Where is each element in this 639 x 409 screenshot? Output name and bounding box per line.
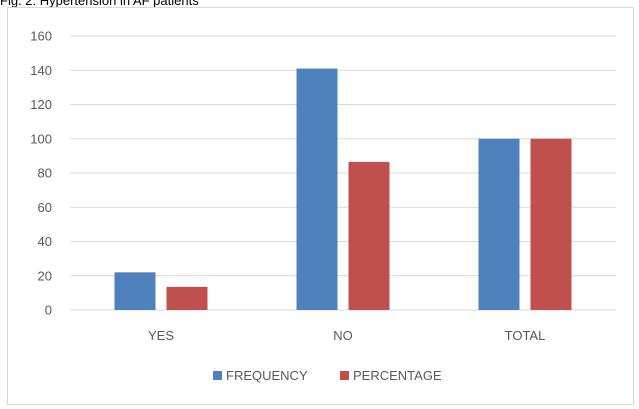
- bar-percentage-no: [348, 161, 390, 310]
- x-category-label-no: NO: [333, 328, 353, 343]
- y-tick-label-120: 120: [30, 97, 52, 112]
- legend-label-percentage: PERCENTAGE: [353, 368, 442, 383]
- figure-caption: Fig. 2: Hypertension in AF patients: [0, 0, 199, 8]
- y-tick-label-20: 20: [38, 268, 52, 283]
- legend-swatch-frequency: [213, 371, 222, 380]
- y-tick-label-40: 40: [38, 234, 52, 249]
- bar-percentage-yes: [166, 286, 208, 310]
- y-tick-label-0: 0: [45, 303, 52, 318]
- y-tick-label-60: 60: [38, 200, 52, 215]
- legend-swatch-percentage: [340, 371, 349, 380]
- x-category-label-total: TOTAL: [505, 328, 546, 343]
- legend-label-frequency: FREQUENCY: [226, 368, 308, 383]
- bar-frequency-yes: [114, 272, 156, 310]
- y-tick-label-100: 100: [30, 131, 52, 146]
- y-tick-label-140: 140: [30, 63, 52, 78]
- x-category-label-yes: YES: [148, 328, 174, 343]
- bar-frequency-no: [296, 68, 338, 310]
- y-tick-label-160: 160: [30, 29, 52, 44]
- y-tick-label-80: 80: [38, 166, 52, 181]
- bar-frequency-total: [478, 138, 520, 310]
- bar-percentage-total: [530, 138, 572, 310]
